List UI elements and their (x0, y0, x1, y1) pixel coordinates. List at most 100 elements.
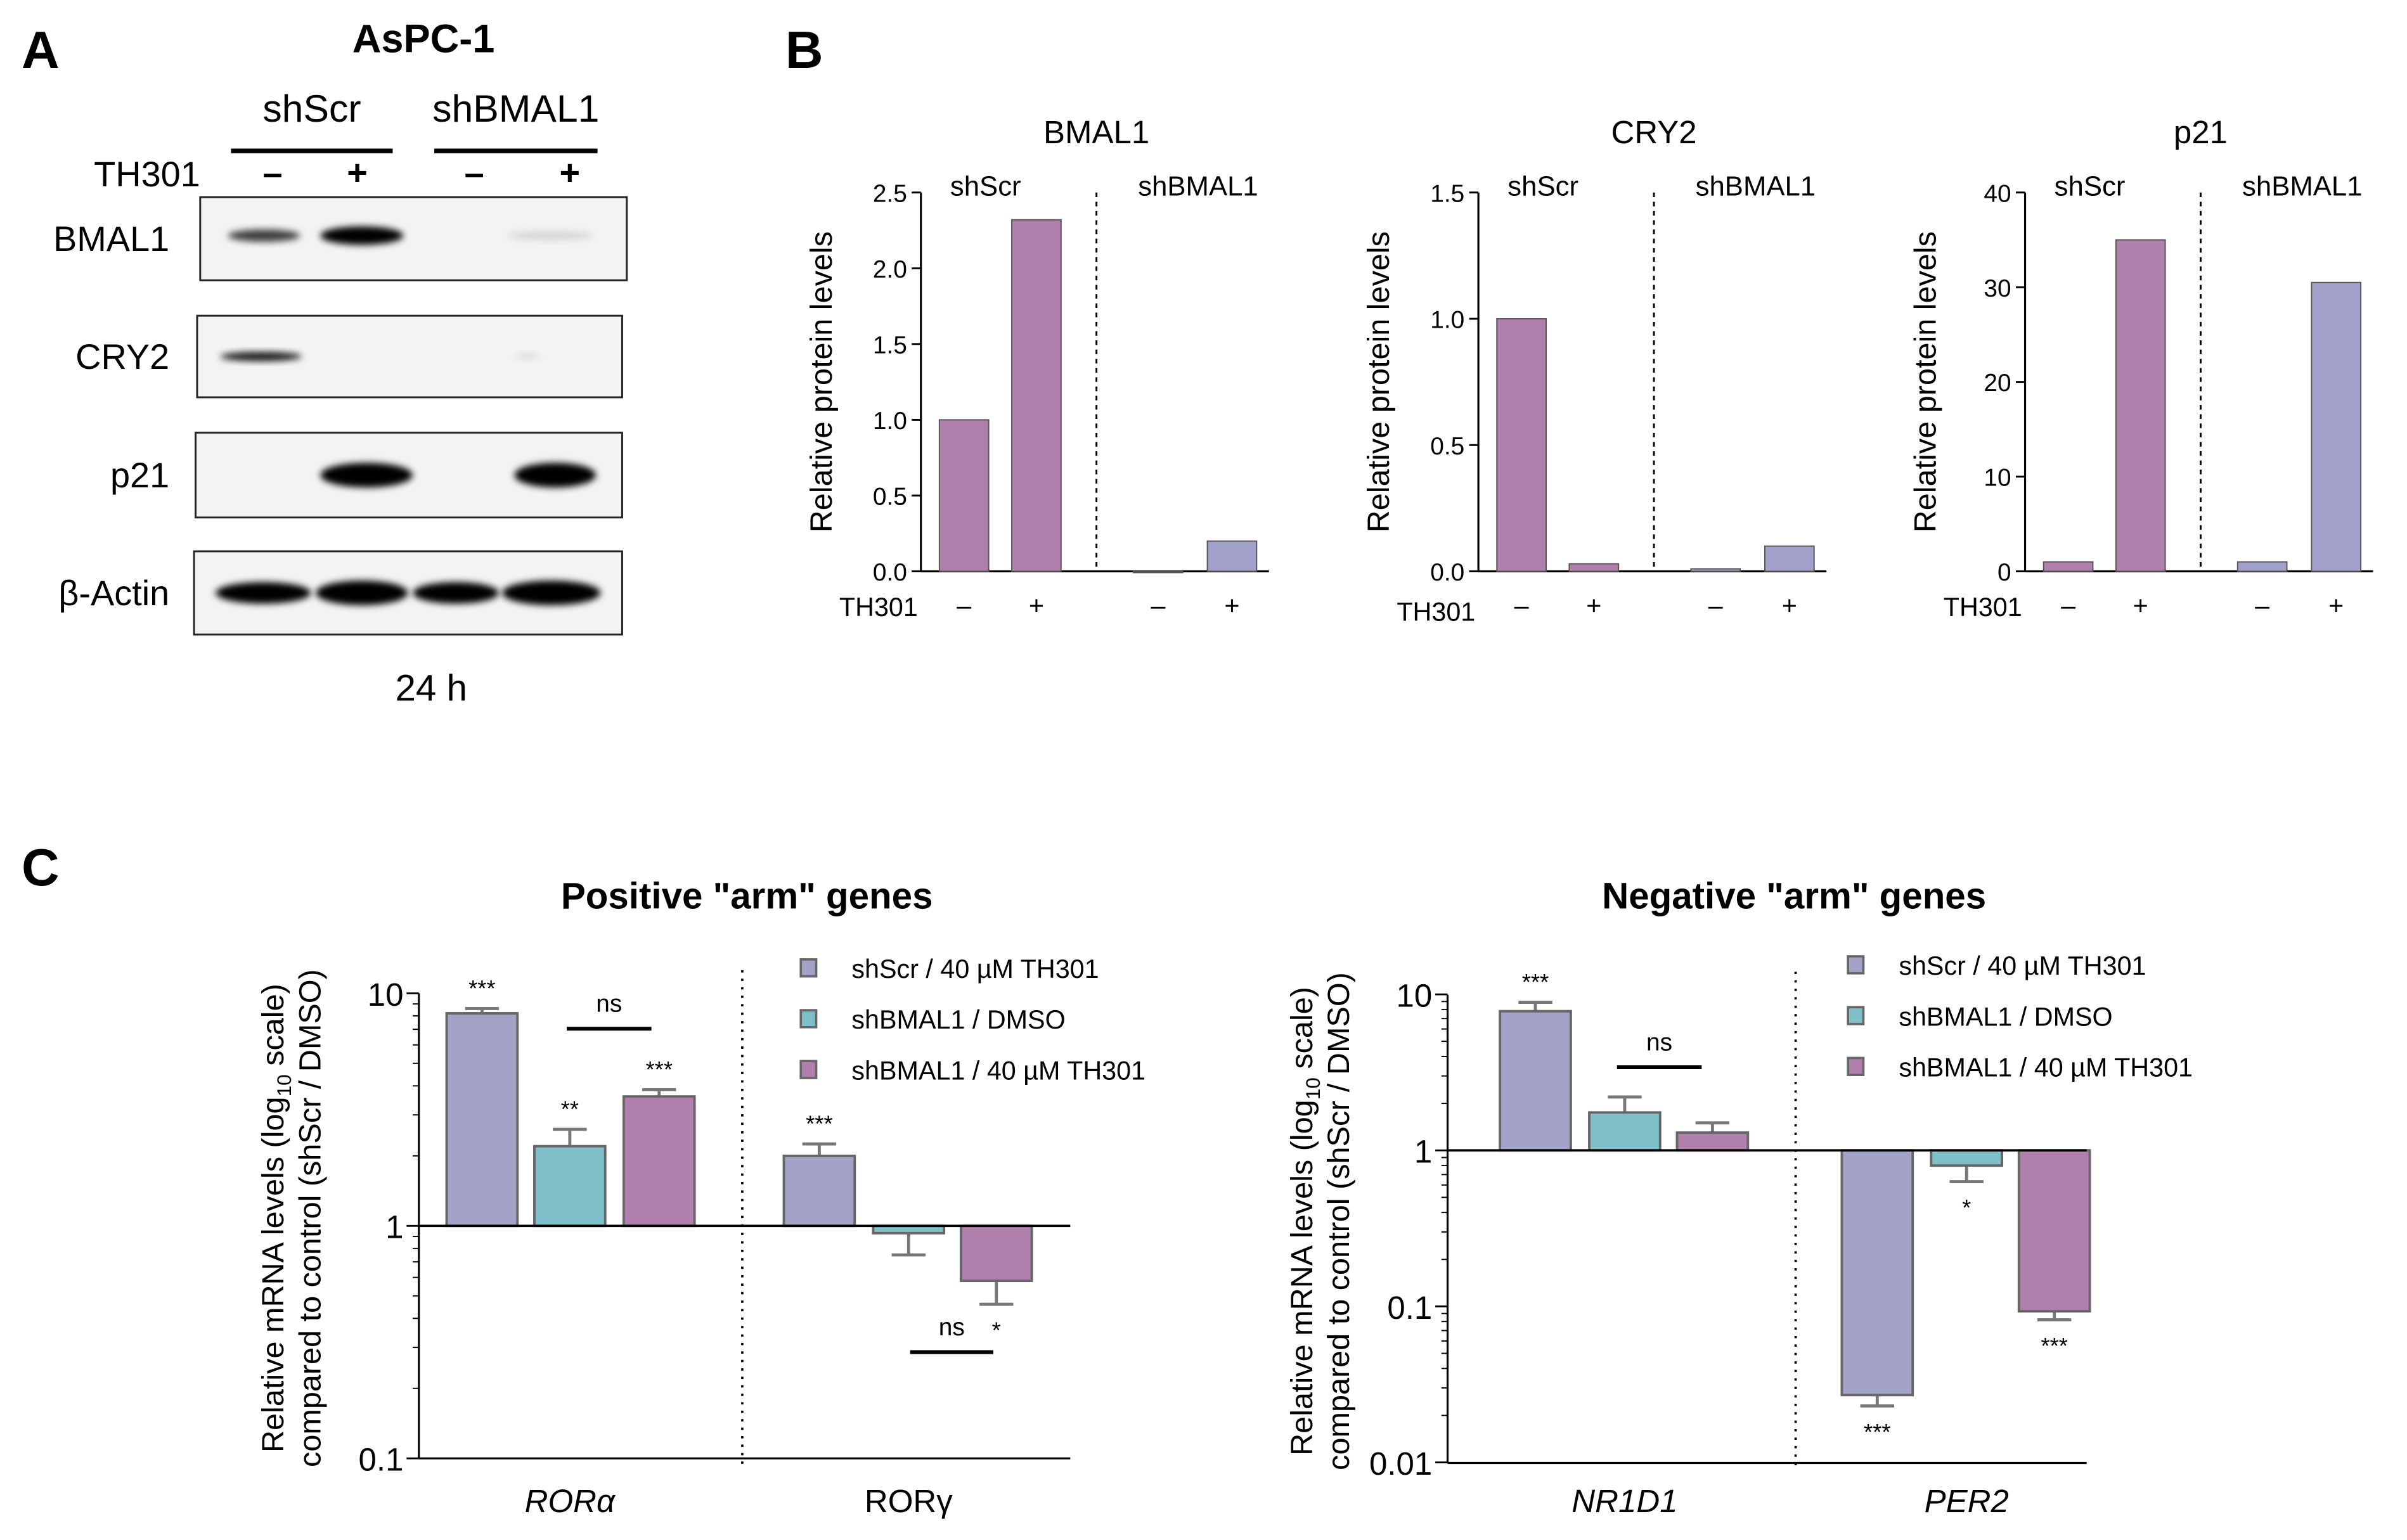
bar (1588, 1111, 1662, 1152)
blot-band (228, 229, 300, 242)
blot-band (320, 226, 404, 245)
treatment-label: TH301 (839, 593, 918, 622)
y-tick-label: 0.5 (873, 484, 907, 511)
y-axis-label: Relative protein levels (1362, 231, 1396, 532)
bar (1499, 1010, 1572, 1152)
bar (1690, 568, 1741, 572)
group-label: shScr (262, 87, 361, 130)
blot-band (514, 463, 597, 488)
bar (1764, 545, 1815, 572)
legend-swatch (799, 1060, 818, 1079)
y-tick-label: 10 (1984, 465, 2011, 492)
bar (533, 1145, 607, 1228)
treatment-sign: + (1586, 591, 1601, 620)
legend-label: shScr / 40 µM TH301 (851, 954, 1099, 984)
bar (1011, 219, 1062, 572)
treatment-sign: – (262, 153, 282, 193)
treatment-sign: – (957, 591, 971, 620)
y-axis-label-line2: compared to control (shScr / DMSO) (293, 969, 327, 1467)
legend-swatch (799, 958, 818, 978)
significance-marker: *** (1864, 1419, 1891, 1445)
bar (1840, 1149, 1914, 1397)
panel-letter: B (785, 20, 823, 79)
bar (2017, 1149, 2091, 1313)
y-tick-label: 1 (1414, 1134, 1432, 1170)
y-label-part: scale) (1285, 987, 1319, 1077)
legend-swatch (1847, 1056, 1865, 1076)
treatment-sign: – (1708, 591, 1723, 620)
y-axis-label-line1: Relative mRNA levels (log10 scale) (256, 984, 295, 1453)
chart-cry2: CRY2 0.0 0.5 1.0 1.5 Relative protein levels s… (1362, 114, 1827, 626)
bar (1132, 570, 1184, 574)
treatment-sign: – (1514, 591, 1529, 620)
treatment-label: TH301 (1944, 593, 2022, 622)
legend-label: shScr / 40 µM TH301 (1899, 951, 2146, 980)
blot-band (216, 582, 311, 604)
treatment-sign: + (2133, 591, 2148, 620)
y-axis-label-line1: Relative mRNA levels (log10 scale) (1285, 987, 1324, 1456)
bar (1568, 563, 1620, 572)
y-tick-label: 0.0 (1430, 559, 1464, 586)
blot-band (320, 463, 413, 488)
y-tick-label: 0 (1997, 559, 2011, 586)
x-category-label: PER2 (1925, 1483, 2009, 1519)
y-label-part: Relative mRNA levels (log (256, 1096, 290, 1453)
legend-swatch (1847, 1006, 1865, 1025)
bar (2042, 561, 2094, 572)
group-label: shScr (950, 171, 1021, 202)
y-tick-label: 2.5 (873, 180, 907, 207)
panel-a-western-blot: A AsPC-1 shScr shBMAL1 TH301 – + – + BMAL1 CRY2 p21… (22, 17, 628, 709)
blot-label: BMAL1 (53, 219, 169, 259)
blot-band (515, 353, 539, 360)
blot-label: CRY2 (75, 337, 169, 376)
cell-line-title: AsPC-1 (352, 17, 495, 61)
y-tick-label: 0.0 (873, 559, 907, 586)
bar (1206, 540, 1258, 572)
blot-band (501, 581, 601, 605)
chart-bmal1: BMAL1 0.0 0.5 1.0 1.5 2.0 2.5 Relative protein … (804, 114, 1269, 622)
y-axis-label: Relative protein levels (804, 231, 839, 532)
significance-marker: *** (2041, 1333, 2068, 1359)
treatment-sign: + (1029, 591, 1044, 620)
legend-label: shBMAL1 / DMSO (851, 1005, 1065, 1034)
y-tick-label: 0.5 (1430, 433, 1464, 460)
bar (1675, 1131, 1750, 1152)
bar (938, 419, 990, 572)
significance-marker: ** (561, 1096, 579, 1122)
y-tick-label: 0.1 (1387, 1290, 1432, 1326)
panel-b-protein-quantification: B BMAL1 0.0 0.5 1.0 1.5 2.0 2.5 Relative protein… (785, 20, 2373, 626)
panel-letter: C (22, 838, 60, 897)
chart-p21: p21 0 10 20 30 40 Relative protein levels shScr… (1909, 114, 2373, 622)
y-tick-label: 30 (1984, 275, 2011, 302)
treatment-label: TH301 (94, 154, 200, 194)
chart-title: Negative "arm" genes (1602, 876, 1986, 917)
legend-label: shBMAL1 / DMSO (1899, 1002, 2112, 1031)
blot-band (508, 231, 593, 241)
treatment-sign: + (560, 153, 581, 193)
significance-marker: * (992, 1317, 1001, 1343)
legend-swatch (799, 1009, 818, 1029)
y-label-subscript: 10 (1301, 1077, 1324, 1100)
treatment-sign: + (1782, 591, 1797, 620)
x-category-label: NR1D1 (1571, 1483, 1677, 1519)
treatment-sign: – (2061, 591, 2075, 620)
group-label: shScr (1507, 171, 1578, 202)
y-label-subscript: 10 (273, 1074, 295, 1096)
y-axis-label-line2: compared to control (shScr / DMSO) (1322, 972, 1356, 1470)
y-label-part: scale) (256, 984, 290, 1074)
blot-band (316, 581, 408, 605)
bar (2115, 239, 2166, 572)
treatment-sign: – (465, 153, 484, 193)
y-tick-label: 1.0 (1430, 307, 1464, 334)
significance-marker: * (1962, 1195, 1971, 1221)
significance-marker: *** (806, 1111, 833, 1137)
bar (1930, 1149, 2004, 1167)
y-tick-label: 10 (368, 977, 404, 1013)
y-tick-label: 1.0 (873, 407, 907, 435)
bar (2311, 281, 2362, 572)
ns-label: ns (939, 1314, 965, 1341)
group-label: shBMAL1 (2242, 171, 2363, 202)
x-category-label: RORγ (865, 1483, 953, 1519)
bar (782, 1154, 856, 1228)
